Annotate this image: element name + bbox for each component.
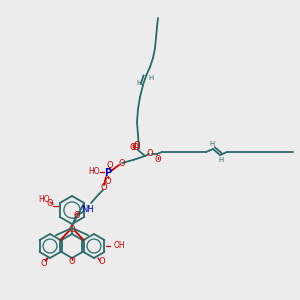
Text: H: H bbox=[209, 141, 214, 147]
Text: HO: HO bbox=[38, 196, 50, 205]
Text: O: O bbox=[74, 212, 80, 220]
Text: O: O bbox=[69, 257, 75, 266]
Text: O: O bbox=[119, 158, 125, 167]
Text: P: P bbox=[104, 168, 112, 178]
Text: HO: HO bbox=[88, 167, 100, 176]
Text: O: O bbox=[147, 149, 153, 158]
Text: O: O bbox=[99, 257, 105, 266]
Text: H: H bbox=[136, 80, 142, 86]
Text: O: O bbox=[41, 259, 47, 268]
Text: O: O bbox=[134, 140, 140, 149]
Text: OH: OH bbox=[114, 242, 126, 250]
Text: H: H bbox=[148, 75, 154, 81]
Text: NH: NH bbox=[81, 205, 93, 214]
Text: O: O bbox=[101, 184, 107, 193]
Text: H: H bbox=[218, 157, 224, 163]
Text: O: O bbox=[130, 143, 136, 152]
Text: O: O bbox=[155, 155, 161, 164]
Text: O: O bbox=[133, 142, 139, 152]
Text: O: O bbox=[69, 224, 75, 233]
Text: O: O bbox=[47, 200, 53, 208]
Text: O: O bbox=[107, 160, 113, 169]
Text: O: O bbox=[105, 176, 111, 185]
